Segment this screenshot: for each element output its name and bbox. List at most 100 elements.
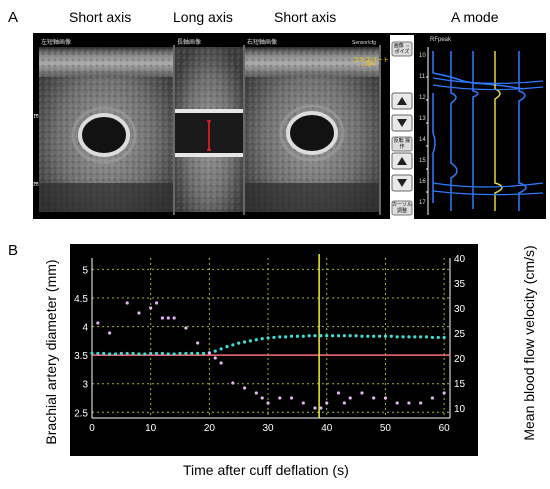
- x-tick-label: 50: [380, 423, 392, 434]
- y-left-tick-label: 5: [82, 265, 88, 276]
- window-label-left: 左短軸画像: [41, 40, 72, 46]
- velocity-point: [196, 341, 200, 345]
- velocity-point: [360, 391, 364, 395]
- diameter-point: [389, 334, 393, 338]
- invert-button[interactable]: 反転 操作: [393, 138, 411, 150]
- header-short-axis-right: Short axis: [274, 9, 337, 25]
- velocity-point: [219, 361, 223, 365]
- diameter-point: [424, 335, 429, 339]
- long-axis-image: [175, 47, 243, 212]
- diameter-point: [166, 352, 170, 356]
- y-axis-label-right: Mean blood flow velocity (cm/s): [521, 245, 537, 441]
- diameter-point: [360, 334, 364, 338]
- diameter-point: [201, 351, 206, 356]
- velocity-point: [319, 406, 323, 410]
- diameter-point: [289, 334, 294, 338]
- diameter-point: [442, 335, 446, 340]
- velocity-point: [383, 396, 388, 400]
- diameter-point: [395, 335, 399, 339]
- diameter-point: [313, 334, 317, 338]
- diameter-point: [336, 334, 341, 338]
- y-right-tick-label: 10: [454, 404, 466, 415]
- diameter-point: [131, 351, 135, 356]
- depth-tick-label: 12: [419, 95, 426, 101]
- diameter-point: [260, 336, 264, 341]
- y-left-tick-label: 4.5: [74, 294, 88, 305]
- rf-peak-label: RFpeak: [430, 37, 452, 43]
- diameter-point: [272, 335, 276, 340]
- ultrasound-screen: [33, 33, 546, 219]
- y-right-tick-label: 15: [454, 379, 466, 390]
- depth-tick-label: 13: [419, 116, 426, 122]
- diameter-point: [219, 347, 223, 351]
- velocity-point: [149, 306, 153, 310]
- diameter-point: [108, 352, 112, 356]
- depth-tick-label: 14: [419, 137, 426, 143]
- diameter-point: [125, 351, 129, 356]
- x-tick-label: 0: [89, 423, 95, 434]
- diameter-point: [96, 351, 100, 356]
- diameter-point: [295, 334, 300, 338]
- window-label-long: 長軸画像: [177, 40, 202, 46]
- diameter-point: [383, 334, 388, 338]
- velocity-point: [184, 326, 188, 330]
- velocity-point: [342, 401, 346, 405]
- velocity-point: [395, 401, 399, 405]
- diameter-point: [331, 334, 335, 338]
- y-left-tick-label: 3.5: [74, 351, 88, 362]
- diameter-point: [184, 351, 188, 356]
- diameter-point: [172, 352, 176, 356]
- y-left-tick-label: 2.5: [74, 408, 88, 419]
- diameter-point: [231, 343, 235, 347]
- diameter-point: [137, 352, 141, 356]
- velocity-point: [278, 396, 282, 400]
- velocity-point: [289, 396, 294, 400]
- diameter-point: [242, 340, 247, 344]
- chart-background: [70, 244, 478, 456]
- y-left-tick-label: 4: [82, 323, 88, 334]
- diameter-point: [237, 341, 241, 345]
- left-depth-tick-label: 10: [33, 114, 39, 120]
- freeze-button[interactable]: 画像 ⇔ポイズ: [393, 43, 411, 55]
- fmd-chart: 0 10 20 30 40 50 60 2.5 3 3.5 4 4.5 5 10 15 20 25 30 35 40: [70, 244, 478, 456]
- diameter-point: [160, 351, 165, 356]
- diameter-point: [90, 351, 94, 356]
- panel-a-letter: A: [8, 9, 19, 26]
- diameter-point: [154, 351, 159, 356]
- diameter-point: [407, 335, 411, 339]
- diameter-point: [102, 351, 106, 356]
- velocity-point: [172, 316, 176, 320]
- velocity-point: [166, 316, 170, 320]
- velocity-point: [419, 401, 423, 405]
- diameter-point: [213, 349, 217, 353]
- diameter-point: [366, 334, 370, 338]
- depth-tick-label: 10: [419, 53, 426, 59]
- y-right-tick-label: 35: [454, 279, 466, 290]
- a-mode-traces: [426, 47, 544, 215]
- diameter-point: [119, 351, 123, 356]
- header-short-axis-left: Short axis: [69, 9, 132, 25]
- velocity-point: [348, 396, 352, 400]
- header-long-axis: Long axis: [173, 9, 233, 25]
- x-tick-label: 60: [439, 423, 451, 434]
- ultrasound-canvas: [34, 35, 544, 219]
- panel-b-letter: B: [8, 242, 19, 259]
- diameter-point: [372, 334, 376, 338]
- diameter-point: [419, 335, 423, 339]
- diameter-point: [113, 352, 118, 356]
- diameter-point: [225, 344, 229, 349]
- x-tick-label: 20: [204, 423, 216, 434]
- depth-tick-label: 17: [419, 200, 426, 206]
- diameter-point: [377, 334, 382, 338]
- velocity-point: [213, 356, 217, 360]
- velocity-point: [372, 396, 376, 400]
- diameter-point: [143, 352, 147, 356]
- velocity-point: [430, 396, 434, 400]
- fmd-chart-svg: 0 10 20 30 40 50 60 2.5 3 3.5 4 4.5 5 10 15 20 25 30 35 40: [70, 244, 478, 456]
- diameter-point: [266, 336, 270, 340]
- diameter-point: [413, 335, 417, 339]
- velocity-point: [207, 351, 211, 355]
- velocity-point: [336, 391, 341, 395]
- diameter-point: [319, 334, 323, 338]
- cursor-adjust-button[interactable]: カーソル 調整: [392, 202, 413, 214]
